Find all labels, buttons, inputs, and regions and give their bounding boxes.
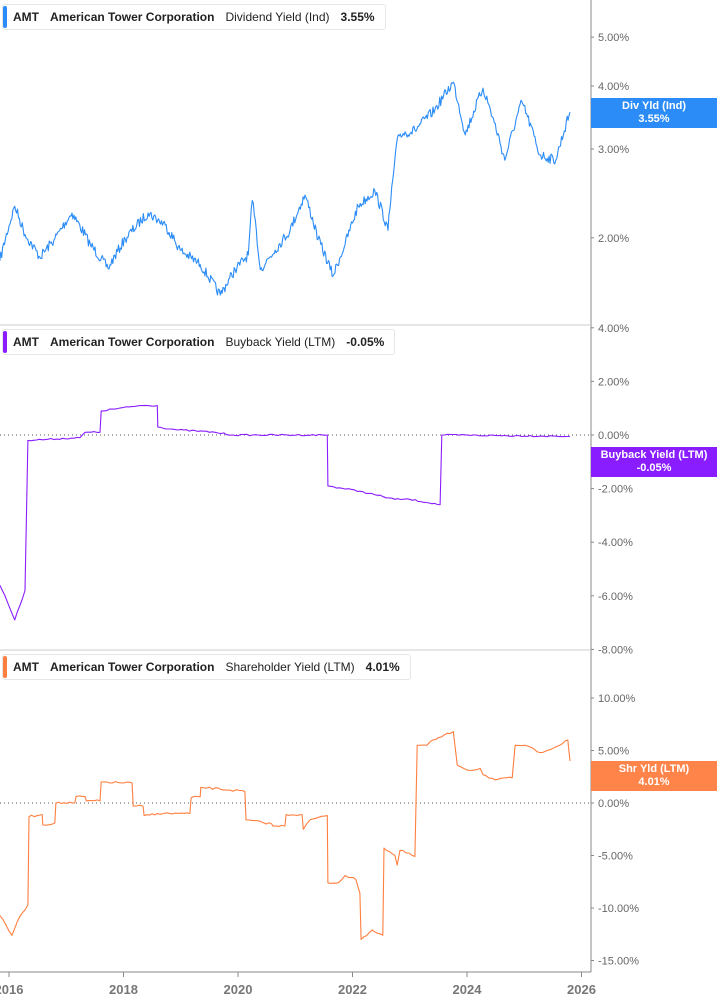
y-tick-label: 10.00% xyxy=(598,693,636,705)
legend-color-swatch xyxy=(3,6,7,28)
y-tick-label: -4.00% xyxy=(598,537,633,549)
legend-metric: Buyback Yield (LTM) xyxy=(225,335,336,349)
y-tick-label: 2.00% xyxy=(598,233,629,245)
x-tick-label: 2020 xyxy=(224,982,253,997)
legend-company: American Tower Corporation xyxy=(50,335,215,349)
y-tick-label: -15.00% xyxy=(598,956,639,968)
legend-dividend-yield: AMT American Tower Corporation Dividend … xyxy=(2,4,386,30)
x-tick-label: 2016 xyxy=(0,982,23,997)
legend-company: American Tower Corporation xyxy=(50,10,215,24)
y-tick-label: -10.00% xyxy=(598,903,639,915)
current-value-tag-shareholder: Shr Yld (LTM) 4.01% xyxy=(591,761,717,791)
legend-metric: Dividend Yield (Ind) xyxy=(225,10,330,24)
y-tick-label: 3.00% xyxy=(598,144,629,156)
x-tick-label: 2026 xyxy=(567,982,596,997)
y-tick-label: -5.00% xyxy=(598,851,633,863)
legend-ticker: AMT xyxy=(13,335,39,349)
legend-color-swatch xyxy=(3,656,7,678)
tag-label: Buyback Yield (LTM) xyxy=(600,449,708,461)
legend-buyback-yield: AMT American Tower Corporation Buyback Y… xyxy=(2,329,396,355)
legend-metric: Shareholder Yield (LTM) xyxy=(225,660,355,674)
tag-value: 4.01% xyxy=(638,776,670,788)
y-tick-label: -2.00% xyxy=(598,484,633,496)
x-tick-label: 2024 xyxy=(453,982,483,997)
y-tick-label: -6.00% xyxy=(598,591,633,603)
legend-company: American Tower Corporation xyxy=(50,660,215,674)
tag-label: Shr Yld (LTM) xyxy=(618,763,690,775)
legend-color-swatch xyxy=(3,331,7,353)
y-tick-label: 4.00% xyxy=(598,81,629,93)
tag-value: 3.55% xyxy=(638,113,670,125)
y-tick-label: 0.00% xyxy=(598,430,629,442)
current-value-tag-buyback: Buyback Yield (LTM) -0.05% xyxy=(591,447,717,477)
series-line-dividend-yield-ind xyxy=(0,81,571,296)
x-tick-label: 2018 xyxy=(109,982,138,997)
y-tick-label: 5.00% xyxy=(598,32,629,44)
legend-shareholder-yield: AMT American Tower Corporation Sharehold… xyxy=(2,654,411,680)
series-line-buyback-yield-ltm xyxy=(0,404,571,621)
legend-ticker: AMT xyxy=(13,10,39,24)
legend-value: -0.05% xyxy=(346,335,385,349)
tag-value: -0.05% xyxy=(636,462,672,474)
y-tick-label: 0.00% xyxy=(598,798,629,810)
tag-label: Div Yld (Ind) xyxy=(622,100,686,112)
x-tick-label: 2022 xyxy=(338,982,367,997)
legend-value: 3.55% xyxy=(340,10,375,24)
y-tick-label: 5.00% xyxy=(598,746,629,758)
y-tick-label: -8.00% xyxy=(598,644,633,656)
series-line-shareholder-yield-ltm xyxy=(0,731,571,941)
legend-ticker: AMT xyxy=(13,660,39,674)
current-value-tag-dividend: Div Yld (Ind) 3.55% xyxy=(591,98,717,128)
y-tick-label: 4.00% xyxy=(598,323,629,335)
legend-value: 4.01% xyxy=(365,660,400,674)
y-tick-label: 2.00% xyxy=(598,376,629,388)
